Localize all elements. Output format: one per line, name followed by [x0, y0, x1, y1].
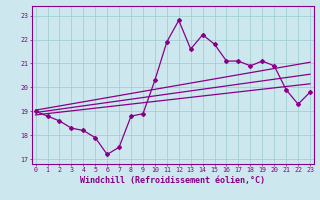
- X-axis label: Windchill (Refroidissement éolien,°C): Windchill (Refroidissement éolien,°C): [80, 176, 265, 185]
